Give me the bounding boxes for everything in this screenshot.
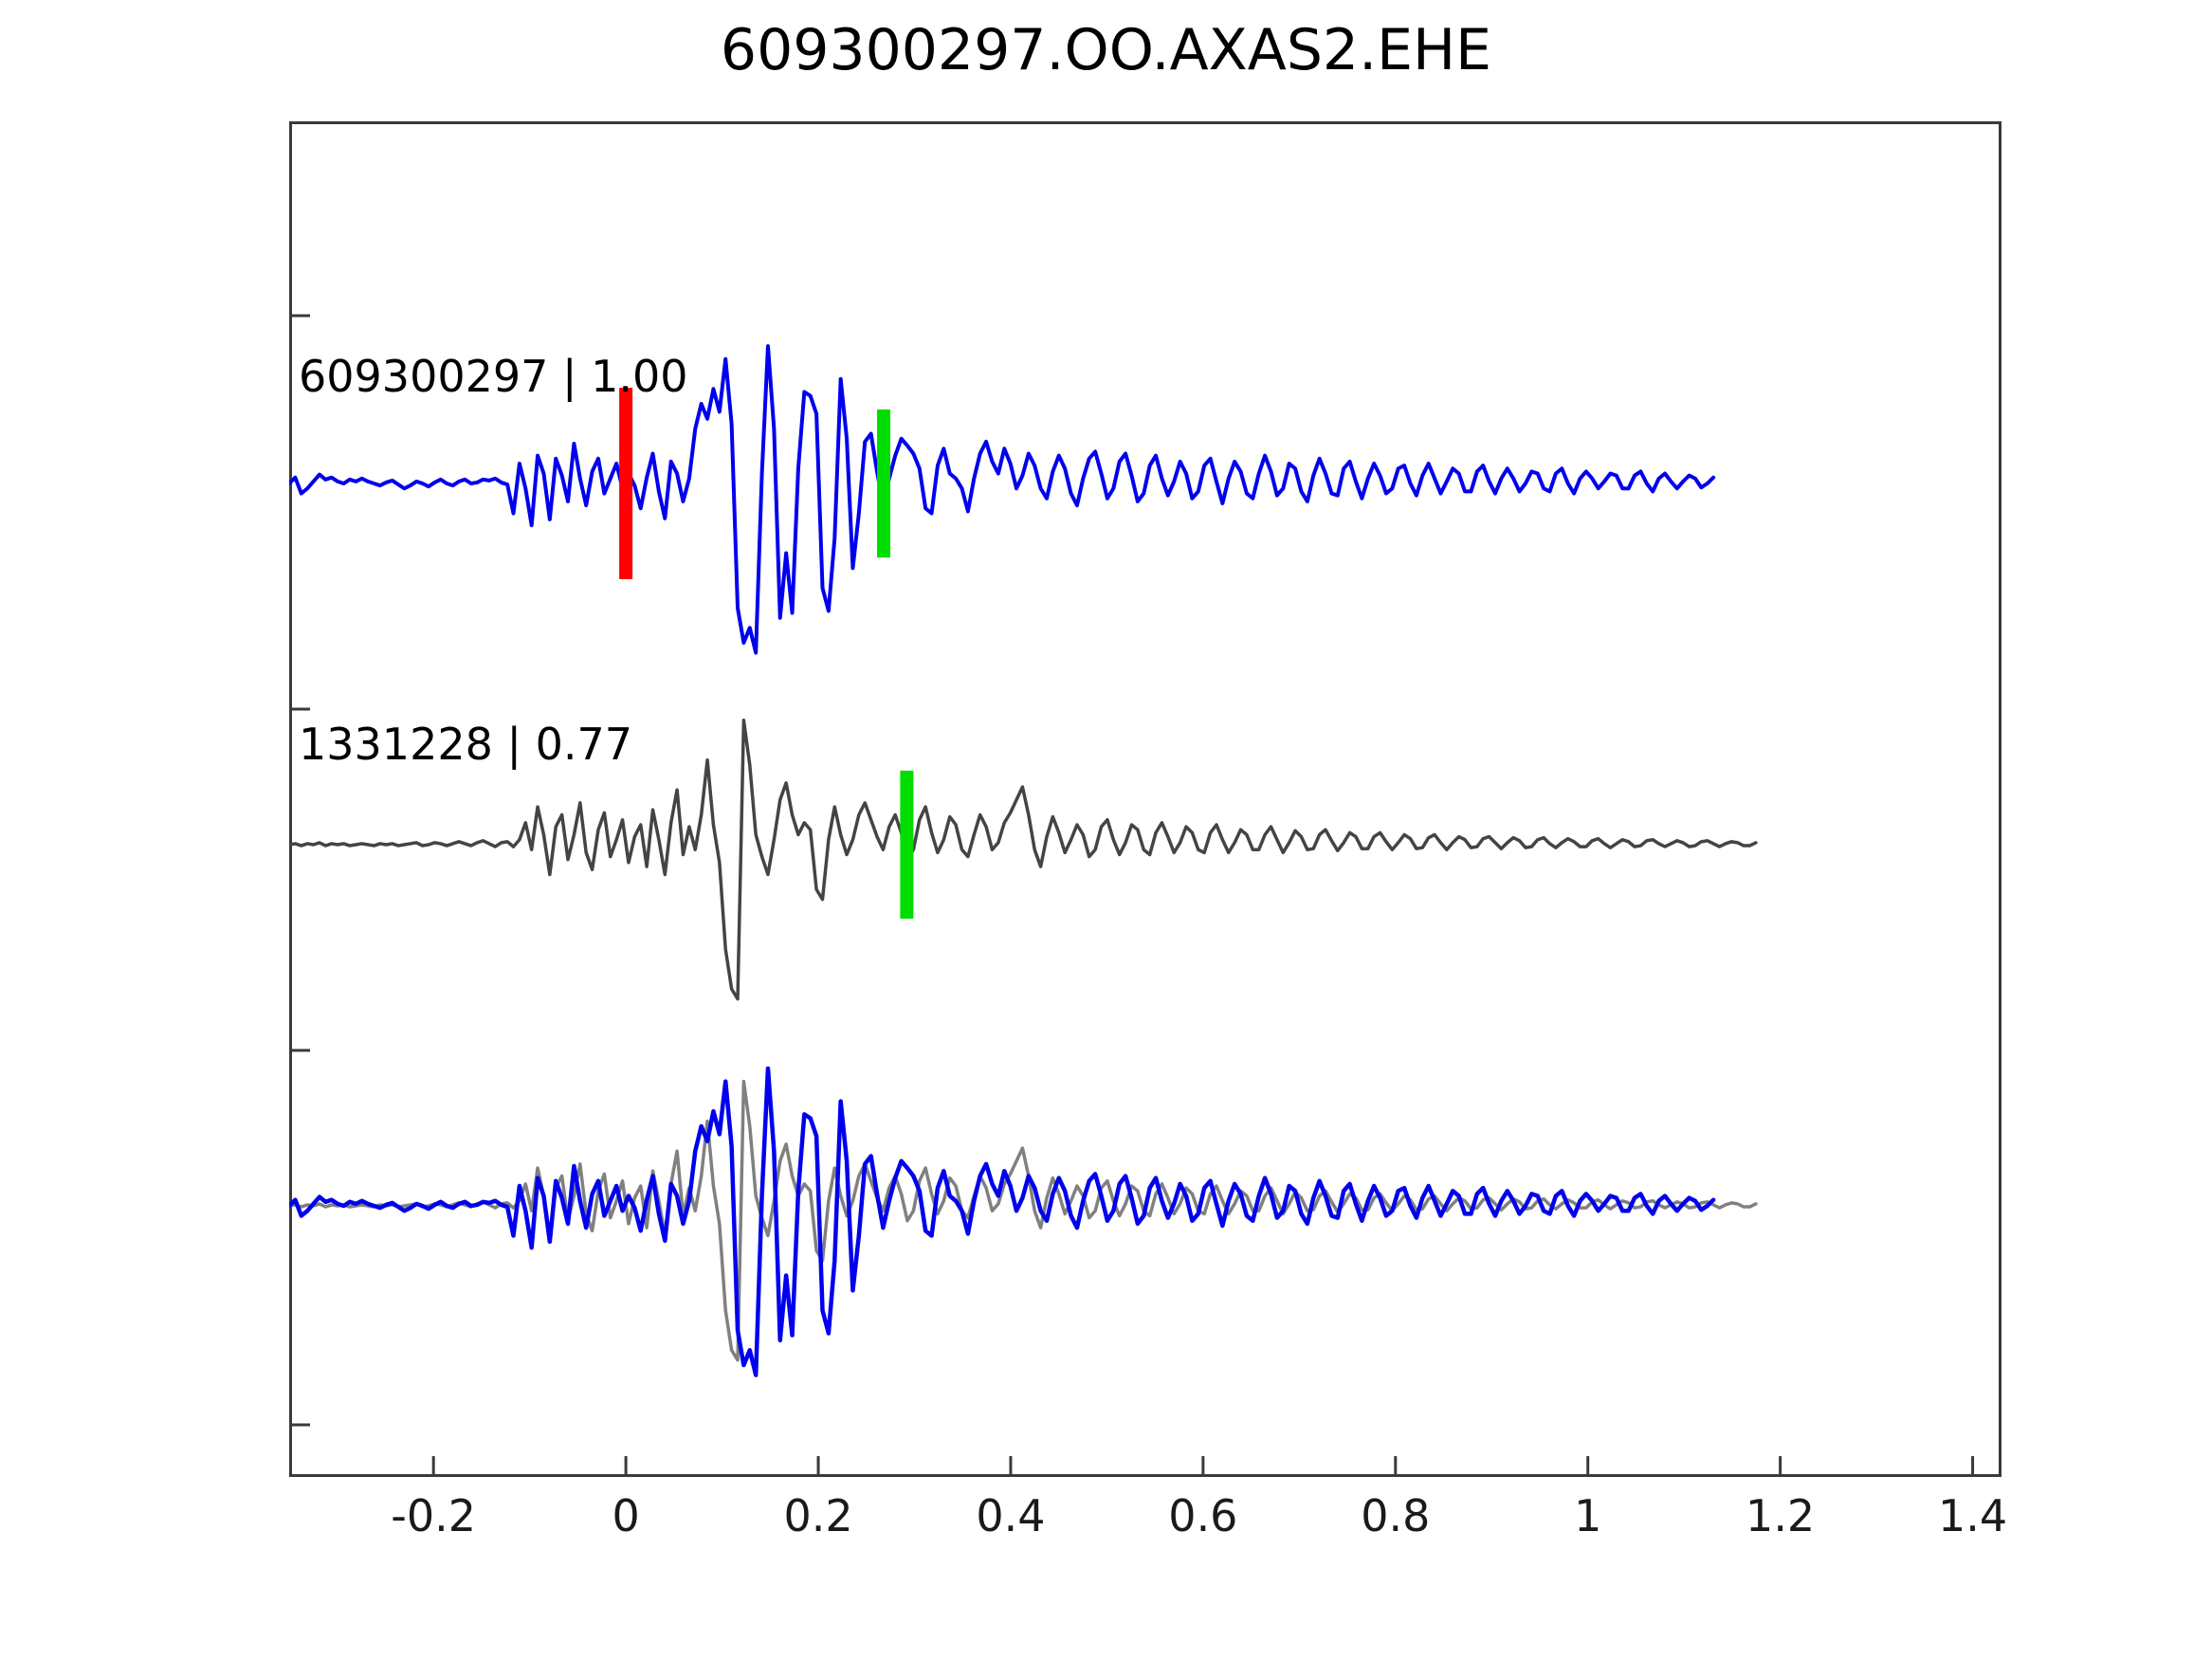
- x-tick-label: 1.4: [1937, 1490, 2008, 1541]
- x-tick-label: 1.2: [1746, 1490, 1816, 1541]
- waveform-plot: [289, 121, 2002, 1477]
- x-tick-label: 1: [1574, 1490, 1602, 1541]
- page-title: 609300297.OO.AXAS2.EHE: [720, 17, 1492, 83]
- template-trace-label: 609300297 | 1.00: [299, 351, 688, 402]
- waveform-traces: [289, 344, 1758, 1377]
- x-tick-label: 0.2: [783, 1490, 853, 1541]
- x-tick-label: -0.2: [391, 1490, 477, 1541]
- origin-time-marker: [619, 388, 633, 579]
- x-tick-label: 0.6: [1168, 1490, 1238, 1541]
- plot-area: -0.2 0 0.2 0.4 0.6 0.8 1 1.2 1.4 609300297 | 1.0…: [289, 121, 2007, 1541]
- x-tick-label: 0: [612, 1490, 640, 1541]
- y-tick-marks: [289, 314, 310, 1427]
- detection-trace-label: 1331228 | 0.77: [299, 719, 633, 770]
- x-tick-marks: [431, 1456, 1975, 1477]
- pick-markers: [619, 388, 914, 920]
- detection-waveform-panel2: [289, 719, 1758, 1001]
- axes-frame: [289, 121, 2002, 1477]
- template-waveform-overlay: [289, 1066, 1716, 1377]
- template-waveform-panel1: [289, 344, 1716, 655]
- phase-pick-marker: [877, 409, 891, 558]
- x-tick-label: 0.4: [976, 1490, 1046, 1541]
- x-tick-label: 0.8: [1361, 1490, 1431, 1541]
- phase-pick-marker: [900, 770, 914, 920]
